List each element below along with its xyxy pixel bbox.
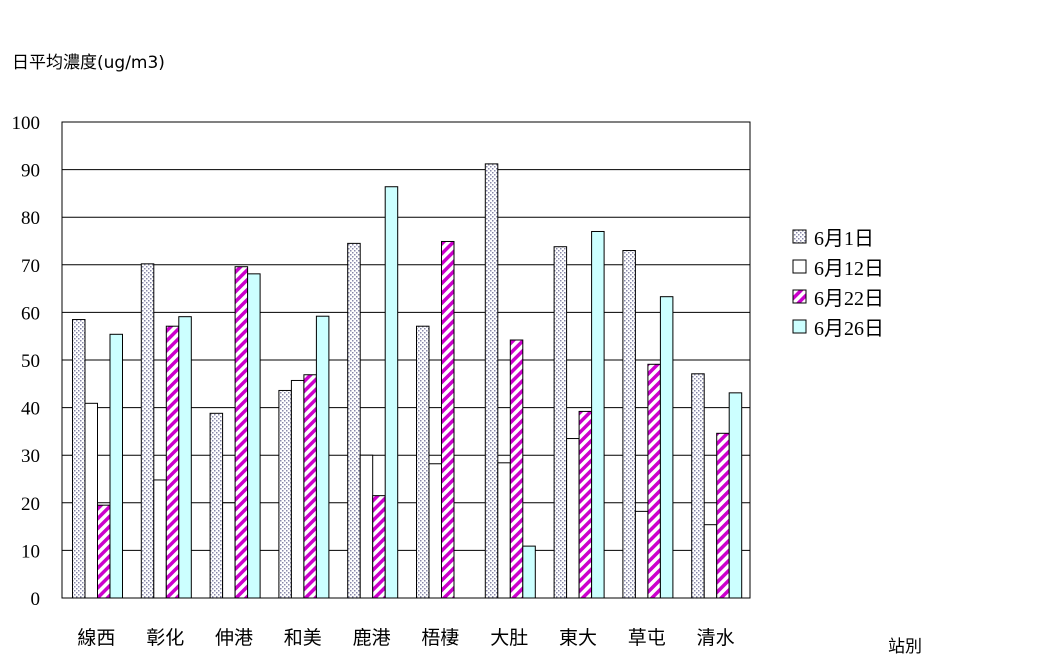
x-tick-label: 草屯 [628,627,666,649]
bar [509,339,524,599]
x-tick-label: 線西 [77,627,115,649]
x-tick-label: 彰化 [146,627,184,649]
bar [578,410,593,599]
x-tick-label: 伸港 [215,627,253,649]
y-tick-label: 0 [31,589,41,610]
bar [109,333,123,599]
legend-label: 6月1日 [814,228,874,250]
bar [384,186,399,599]
y-tick-label: 90 [21,161,40,182]
bar [84,402,98,599]
bar [153,479,167,599]
legend-label: 6月22日 [814,288,884,310]
x-axis-label: 站別 [888,637,922,657]
bar [222,502,236,599]
x-tick-label: 大肚 [490,627,528,649]
bar [484,163,499,599]
bars [72,163,743,599]
bar [522,545,536,599]
y-tick-label: 80 [21,208,40,229]
y-axis-label: 日平均濃度(ug/m3) [12,53,165,73]
bar [566,438,580,599]
bar [165,325,180,599]
y-tick-label: 60 [21,303,40,324]
y-tick-label: 10 [21,541,40,562]
bar [209,412,224,599]
y-tick-label: 100 [12,113,41,134]
x-tick-label: 東大 [559,627,597,649]
bar [140,263,155,599]
y-tick-label: 40 [21,399,40,420]
bar [659,296,674,599]
bar [315,315,330,599]
x-tick-labels: 線西 彰化 伸港 和美 鹿港 梧棲 大肚 東大 草屯 清水 [77,627,734,649]
bar [416,325,430,599]
bar [634,510,649,599]
bar [372,495,386,599]
y-tick-label: 20 [21,494,40,515]
x-tick-label: 梧棲 [421,627,459,649]
bar [691,373,705,599]
legend-swatch [792,289,807,304]
bar [728,392,743,599]
bar [716,432,730,599]
bar [497,462,511,599]
y-tick-label: 50 [21,351,40,372]
bar [303,374,317,599]
legend-swatch [792,319,807,334]
bar [428,463,442,599]
plot-area-frame [61,121,751,599]
bar [290,379,305,599]
bar [97,504,111,599]
bar [553,246,568,599]
bar [359,454,374,599]
x-tick-label: 鹿港 [353,627,391,649]
bar [178,316,192,599]
bar [647,363,661,599]
y-tick-label: 30 [21,446,40,467]
bar [703,524,718,599]
bar [347,242,361,599]
legend-swatch [792,259,807,274]
bar [72,319,86,599]
legend-label: 6月12日 [814,258,884,280]
bar [278,389,292,599]
bar [247,273,261,599]
bar [441,240,455,599]
bar [622,250,636,599]
bar [591,230,605,599]
legend-label: 6月26日 [814,318,884,340]
y-tick-labels: 0 10 20 30 40 50 60 70 80 90 100 [12,113,41,610]
y-tick-label: 70 [21,256,40,277]
legend: 6月1日 6月12日 6月22日 6月26日 [792,228,884,340]
legend-swatch [792,229,807,244]
x-tick-label: 清水 [697,627,735,649]
x-tick-label: 和美 [284,627,322,649]
bar [234,266,249,599]
